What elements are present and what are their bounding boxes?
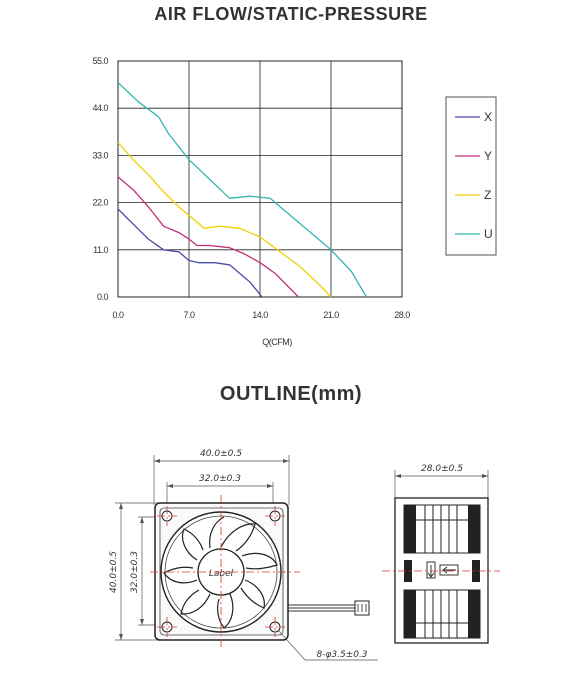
fan-wires xyxy=(288,604,355,612)
fan-frame xyxy=(154,502,289,641)
x-tick-label: 28.0 xyxy=(394,310,410,320)
x-tick-label: 14.0 xyxy=(252,310,268,320)
fan-blades xyxy=(163,516,278,629)
y-tick-label: 22.0 xyxy=(92,198,108,208)
chart-series xyxy=(117,82,368,298)
mounting-holes xyxy=(161,510,281,633)
legend: X Y Z U xyxy=(445,96,497,256)
x-tick-label: 21.0 xyxy=(323,310,339,320)
front-view: 40.0±0.5 32.0±0.3 40.0±0.5 32.0±0.3 xyxy=(109,449,378,661)
connector xyxy=(354,600,370,616)
y-tick-label: 55.0 xyxy=(92,56,108,66)
chart-title: AIR FLOW/STATIC-PRESSURE xyxy=(154,4,428,24)
y-tick-label: 11.0 xyxy=(93,245,108,255)
x-tick-label: 7.0 xyxy=(183,310,195,320)
dim-height-hole: 32.0±0.3 xyxy=(130,551,140,593)
series-line-x xyxy=(117,208,263,298)
chart-ticks: 0.0 7.0 14.0 21.0 28.0 0.0 11.0 22.0 33.0 44.0 55.… xyxy=(92,56,410,320)
x-axis-label: Q(CFM) xyxy=(262,337,292,347)
legend-label-y: Y xyxy=(484,149,492,163)
pq-chart: 0.0 7.0 14.0 21.0 28.0 0.0 11.0 22.0 33.0 44.0 55.… xyxy=(92,56,497,347)
y-tick-label: 0.0 xyxy=(97,292,109,302)
legend-label-x: X xyxy=(484,110,492,124)
side-frame xyxy=(394,497,489,644)
legend-label-u: U xyxy=(484,227,493,241)
legend-label-z: Z xyxy=(484,188,491,202)
dim-height-outer: 40.0±0.5 xyxy=(109,551,119,593)
outline-title: OUTLINE(mm) xyxy=(219,383,363,405)
legend-box xyxy=(445,96,497,256)
dim-width-hole: 32.0±0.3 xyxy=(199,474,241,484)
chart-grid xyxy=(117,60,403,298)
dim-width-outer: 40.0±0.5 xyxy=(200,449,242,459)
dim-depth: 28.0±0.5 xyxy=(421,464,463,474)
series-line-z xyxy=(117,142,332,298)
series-line-u xyxy=(117,82,368,298)
series-line-y xyxy=(117,176,299,298)
dim-holes: 8-φ3.5±0.3 xyxy=(316,650,367,660)
side-view: 28.0±0.5 xyxy=(382,464,500,644)
fan-hub xyxy=(197,548,245,596)
y-tick-label: 44.0 xyxy=(92,103,108,113)
fan-label-text: Label xyxy=(209,569,234,579)
x-tick-label: 0.0 xyxy=(112,310,124,320)
y-tick-label: 33.0 xyxy=(92,150,108,160)
